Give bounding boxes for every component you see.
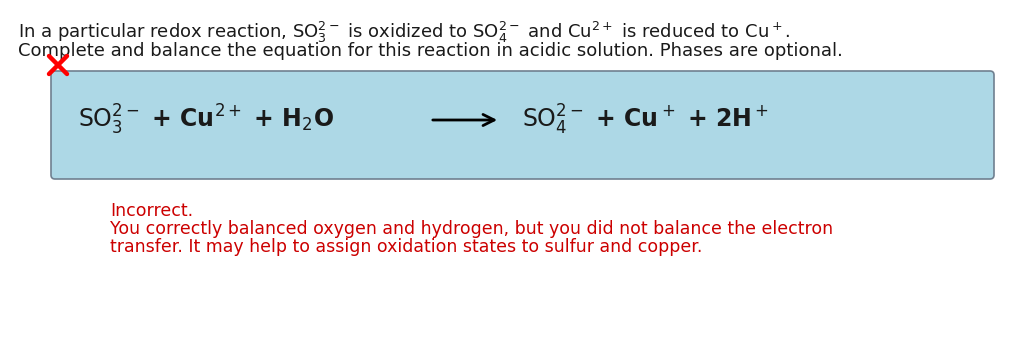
- Text: You correctly balanced oxygen and hydrogen, but you did not balance the electron: You correctly balanced oxygen and hydrog…: [110, 220, 834, 238]
- Text: $\mathsf{SO_4^{2-}}$ + Cu$^+$ + 2H$^+$: $\mathsf{SO_4^{2-}}$ + Cu$^+$ + 2H$^+$: [522, 103, 769, 137]
- Text: transfer. It may help to assign oxidation states to sulfur and copper.: transfer. It may help to assign oxidatio…: [110, 238, 702, 256]
- Text: In a particular redox reaction, SO$_3^{2-}$ is oxidized to SO$_4^{2-}$ and Cu$^{: In a particular redox reaction, SO$_3^{2…: [18, 20, 791, 45]
- Text: Complete and balance the equation for this reaction in acidic solution. Phases a: Complete and balance the equation for th…: [18, 42, 843, 60]
- Text: $\mathsf{SO_3^{2-}}$ + Cu$^{2+}$ + H$_2$O: $\mathsf{SO_3^{2-}}$ + Cu$^{2+}$ + H$_2$…: [78, 103, 334, 137]
- Text: Incorrect.: Incorrect.: [110, 202, 194, 220]
- FancyBboxPatch shape: [51, 71, 994, 179]
